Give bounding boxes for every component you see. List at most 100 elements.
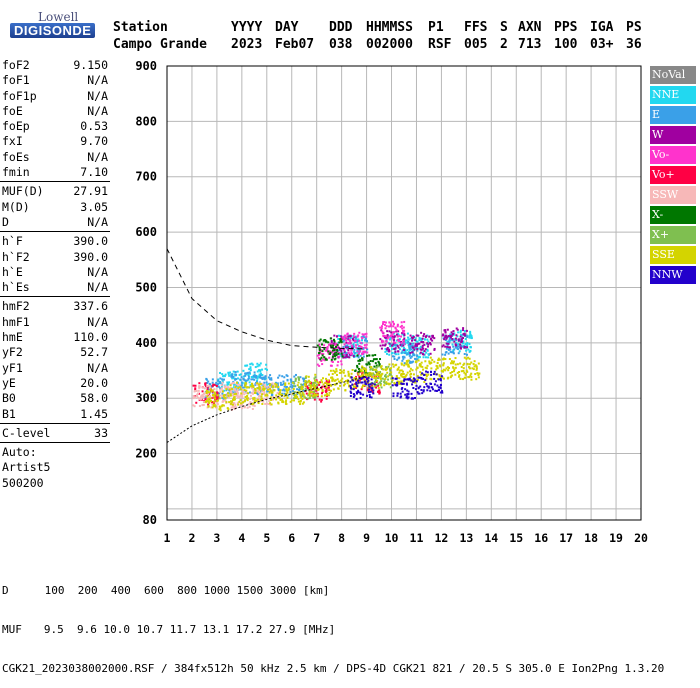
echo-point [421, 372, 424, 375]
echo-point [388, 348, 391, 351]
echo-point [426, 389, 429, 392]
echo-point [324, 381, 327, 384]
echo-point [424, 356, 427, 359]
echo-point [301, 383, 304, 386]
echo-point [415, 358, 418, 361]
echo-point [416, 354, 419, 357]
echo-point [303, 377, 306, 380]
echo-point [370, 396, 373, 399]
echo-point [448, 358, 451, 361]
echo-point [233, 405, 236, 408]
echo-point [426, 348, 429, 351]
muf-row: MUF 9.5 9.6 10.0 10.7 11.7 13.1 17.2 27.9… [2, 623, 664, 636]
header-axn-value: 713 [518, 37, 542, 52]
echo-point [367, 391, 370, 394]
echo-point [407, 393, 410, 396]
echo-point [356, 366, 359, 369]
echo-point [390, 348, 393, 351]
echo-point [349, 353, 352, 356]
echo-point [390, 344, 393, 347]
echo-point [468, 357, 471, 360]
echo-point [358, 367, 361, 370]
echo-point [313, 379, 316, 382]
legend-e: E [650, 106, 696, 124]
echo-point [446, 344, 449, 347]
echo-point [212, 402, 215, 405]
echo-point [465, 369, 468, 372]
echo-point [365, 375, 368, 378]
legend-vo-plus: Vo+ [650, 166, 696, 184]
echo-point [393, 347, 396, 350]
echo-point [389, 338, 392, 341]
echo-point [312, 385, 315, 388]
echo-point [226, 386, 229, 389]
echo-point [384, 350, 387, 353]
echo-point [442, 370, 445, 373]
echo-point [266, 402, 269, 405]
echo-point [424, 348, 427, 351]
echo-point [212, 404, 215, 407]
echo-point [355, 392, 358, 395]
echo-point [204, 401, 207, 404]
echo-point [373, 383, 376, 386]
echo-point [354, 338, 357, 341]
echo-point [235, 381, 238, 384]
echo-point [384, 347, 387, 350]
echo-point [373, 385, 376, 388]
echo-point [422, 353, 425, 356]
echo-point [397, 333, 400, 336]
echo-point [309, 382, 312, 385]
echo-point [213, 391, 216, 394]
echo-point [473, 365, 476, 368]
echo-point [204, 398, 207, 401]
echo-point [247, 375, 250, 378]
echo-point [245, 382, 248, 385]
echo-point [357, 372, 360, 375]
echo-point [339, 369, 342, 372]
echo-point [463, 356, 466, 359]
echo-point [225, 401, 228, 404]
echo-point [367, 379, 370, 382]
param-row: h`Es N/A [0, 280, 110, 295]
param-label: yF2 [2, 345, 23, 360]
echo-point [387, 365, 390, 368]
echo-point [211, 389, 214, 392]
echo-point [354, 335, 357, 338]
echo-point [323, 344, 326, 347]
echo-point [307, 387, 310, 390]
echo-point [231, 390, 234, 393]
echo-point [358, 375, 361, 378]
echo-point [323, 339, 326, 342]
echo-point [406, 332, 409, 335]
echo-point [300, 396, 303, 399]
echo-point [361, 337, 364, 340]
echo-point [261, 390, 264, 393]
echo-point [361, 373, 364, 376]
echo-point [464, 337, 467, 340]
echo-point [427, 340, 430, 343]
x-tick-label: 16 [534, 531, 548, 545]
echo-point [227, 408, 230, 411]
echo-point [234, 383, 237, 386]
echo-point [380, 366, 383, 369]
echo-point [244, 372, 247, 375]
echo-point [318, 383, 321, 386]
echo-point [477, 376, 480, 379]
echo-point [434, 380, 437, 383]
echo-point [389, 386, 392, 389]
echo-point [320, 395, 323, 398]
echo-point [358, 362, 361, 365]
echo-point [375, 364, 378, 367]
echo-point [261, 388, 264, 391]
echo-point [360, 369, 363, 372]
echo-point [249, 394, 252, 397]
echo-point [393, 355, 396, 358]
echo-point [208, 397, 211, 400]
echo-point [365, 340, 368, 343]
echo-point [438, 375, 441, 378]
lowell-logo-text: Lowell [38, 10, 79, 24]
echo-point [248, 368, 251, 371]
echo-point [412, 373, 415, 376]
echo-point [376, 372, 379, 375]
echo-point [350, 372, 353, 375]
